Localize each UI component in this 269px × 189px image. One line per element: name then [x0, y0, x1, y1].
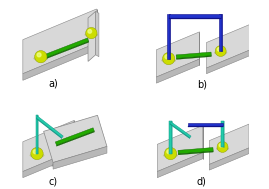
Polygon shape — [23, 121, 74, 172]
Circle shape — [88, 29, 91, 33]
Circle shape — [167, 150, 171, 154]
Polygon shape — [23, 43, 97, 80]
Circle shape — [33, 150, 37, 154]
Polygon shape — [46, 38, 89, 57]
Text: c): c) — [48, 176, 58, 186]
Ellipse shape — [216, 146, 229, 151]
Polygon shape — [55, 128, 94, 145]
Polygon shape — [53, 146, 107, 169]
Polygon shape — [88, 11, 95, 61]
Polygon shape — [170, 122, 191, 138]
Polygon shape — [187, 123, 222, 126]
Circle shape — [217, 48, 221, 51]
Polygon shape — [23, 9, 97, 74]
Polygon shape — [47, 41, 89, 58]
Circle shape — [217, 141, 228, 152]
Polygon shape — [156, 32, 200, 77]
Polygon shape — [207, 50, 250, 74]
Ellipse shape — [84, 33, 98, 37]
Polygon shape — [170, 124, 190, 139]
Polygon shape — [156, 59, 200, 83]
Polygon shape — [169, 18, 221, 19]
Polygon shape — [207, 25, 250, 68]
Text: b): b) — [197, 80, 207, 90]
Circle shape — [35, 50, 47, 63]
Polygon shape — [187, 126, 222, 127]
Circle shape — [37, 53, 41, 57]
Circle shape — [165, 55, 169, 59]
Polygon shape — [178, 151, 213, 155]
Ellipse shape — [30, 153, 44, 158]
Polygon shape — [221, 121, 224, 147]
Polygon shape — [169, 14, 221, 18]
Text: d): d) — [197, 176, 207, 186]
Circle shape — [215, 46, 226, 57]
Ellipse shape — [214, 50, 227, 55]
Polygon shape — [56, 131, 94, 146]
Polygon shape — [157, 153, 203, 178]
Polygon shape — [95, 11, 99, 57]
Polygon shape — [176, 56, 211, 59]
Polygon shape — [51, 146, 107, 167]
Ellipse shape — [33, 56, 48, 61]
Circle shape — [219, 144, 223, 147]
Ellipse shape — [161, 58, 176, 63]
Polygon shape — [36, 116, 63, 138]
Polygon shape — [36, 115, 38, 153]
Polygon shape — [157, 125, 203, 172]
Ellipse shape — [163, 153, 178, 158]
Polygon shape — [169, 121, 172, 153]
Circle shape — [164, 147, 177, 160]
Polygon shape — [36, 118, 62, 139]
Polygon shape — [209, 124, 249, 164]
Polygon shape — [209, 148, 249, 170]
Polygon shape — [23, 150, 74, 178]
Circle shape — [162, 52, 175, 65]
Circle shape — [86, 27, 97, 39]
Polygon shape — [219, 14, 222, 51]
Circle shape — [31, 147, 43, 160]
Text: a): a) — [48, 79, 58, 89]
Polygon shape — [176, 52, 211, 58]
Polygon shape — [167, 14, 171, 59]
Polygon shape — [178, 148, 213, 154]
Polygon shape — [44, 115, 107, 163]
